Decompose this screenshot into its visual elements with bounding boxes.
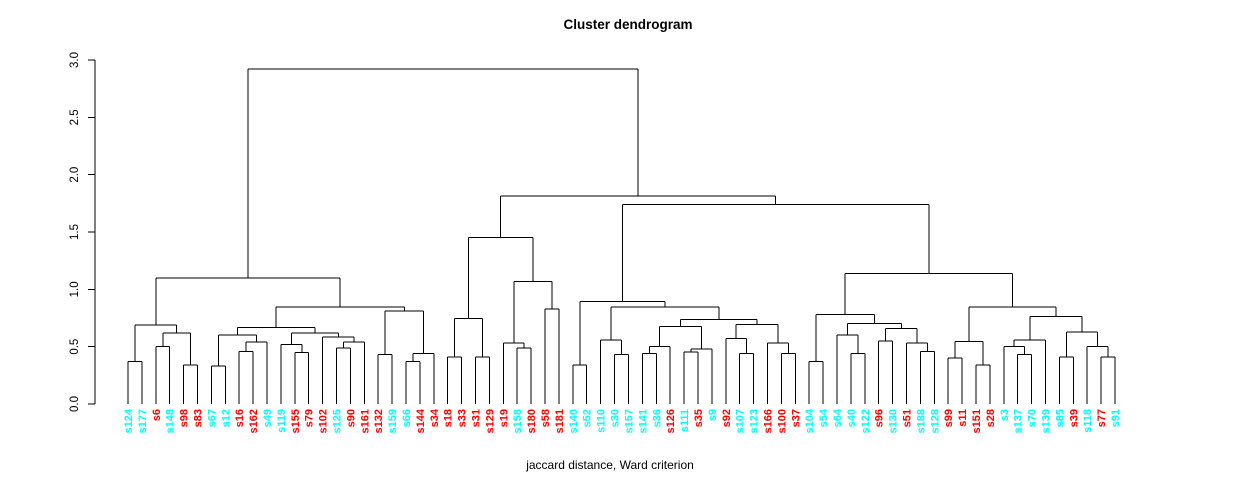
leaf-label-s130: s130: [888, 409, 900, 433]
leaf-label-s123: s123: [749, 409, 761, 433]
leaf-label-s92: s92: [721, 409, 733, 427]
leaf-label-s12: s12: [220, 409, 232, 427]
leaf-label-s158: s158: [512, 409, 524, 433]
leaf-label-s125: s125: [332, 409, 344, 433]
leaf-label-s83: s83: [193, 409, 205, 427]
leaf-labels: s124 s177 s6 s148 s98 s83 s67 s12 s16 s162 s49 s119…: [123, 408, 1122, 433]
leaf-label-s139: s139: [1040, 409, 1052, 433]
x-axis-label: jaccard distance, Ward criterion: [525, 458, 694, 472]
dendrogram-tree: [127, 68, 1116, 404]
leaf-label-s155: s155: [290, 409, 302, 433]
leaf-label-s19: s19: [498, 409, 510, 427]
leaf-label-s177: s177: [137, 409, 149, 433]
leaf-label-s110: s110: [596, 409, 608, 433]
leaf-label-s151: s151: [971, 409, 983, 433]
leaf-label-s35: s35: [693, 409, 705, 427]
leaf-label-s39: s39: [1068, 409, 1080, 427]
leaf-label-s111: s111: [679, 409, 691, 432]
leaf-label-s102: s102: [318, 409, 330, 433]
leaf-label-s6: s6: [151, 409, 163, 421]
leaf-label-s91: s91: [1110, 409, 1122, 427]
leaf-label-s129: s129: [484, 409, 496, 433]
leaf-label-s104: s104: [804, 408, 816, 433]
leaf-label-s144: s144: [415, 408, 427, 433]
leaf-label-s96: s96: [874, 409, 886, 427]
leaf-label-s140: s140: [568, 409, 580, 433]
y-tick-label-2.5: 2.5: [69, 109, 81, 125]
y-tick-label-0.5: 0.5: [69, 339, 81, 355]
leaf-label-s52: s52: [582, 409, 594, 427]
leaf-label-s77: s77: [1096, 409, 1108, 427]
leaf-label-s159: s159: [387, 409, 399, 433]
leaf-label-s124: s124: [123, 408, 135, 433]
leaf-label-s64: s64: [832, 408, 844, 427]
leaf-label-s188: s188: [915, 409, 927, 433]
leaf-label-s79: s79: [304, 409, 316, 427]
leaf-label-s126: s126: [665, 409, 677, 433]
leaf-label-s118: s118: [1082, 409, 1094, 433]
leaf-label-s36: s36: [651, 409, 663, 427]
leaf-label-s11: s11: [957, 409, 969, 427]
leaf-label-s28: s28: [985, 409, 997, 427]
leaf-label-s58: s58: [540, 409, 552, 427]
leaf-label-s34: s34: [429, 408, 441, 427]
leaf-label-s137: s137: [1013, 409, 1025, 433]
leaf-label-s162: s162: [248, 409, 260, 433]
leaf-label-s99: s99: [943, 409, 955, 427]
leaf-label-s166: s166: [762, 409, 774, 433]
leaf-label-s51: s51: [901, 409, 913, 427]
leaf-label-s66: s66: [401, 409, 413, 427]
leaf-label-s161: s161: [359, 409, 371, 433]
leaf-label-s33: s33: [457, 409, 469, 427]
leaf-label-s119: s119: [276, 409, 288, 433]
leaf-label-s100: s100: [776, 409, 788, 433]
leaf-label-s148: s148: [165, 409, 177, 433]
leaf-label-s31: s31: [471, 409, 483, 427]
leaf-label-s9: s9: [707, 409, 719, 421]
leaf-label-s98: s98: [179, 409, 191, 427]
leaf-label-s37: s37: [790, 409, 802, 427]
y-axis: 0.0 0.5 1.0 1.5 2.0 2.5 3.0: [69, 52, 96, 412]
leaf-label-s54: s54: [818, 408, 830, 427]
leaf-label-s107: s107: [735, 409, 747, 433]
leaf-label-s67: s67: [206, 409, 218, 427]
y-tick-label-0.0: 0.0: [69, 396, 81, 412]
leaf-label-s141: s141: [637, 409, 649, 433]
leaf-label-s40: s40: [846, 409, 858, 427]
y-tick-label-1.0: 1.0: [69, 281, 81, 297]
leaf-label-s30: s30: [610, 409, 622, 427]
leaf-label-s70: s70: [1027, 409, 1039, 427]
y-tick-label-2.0: 2.0: [69, 167, 81, 183]
chart-title: Cluster dendrogram: [563, 17, 692, 32]
leaf-label-s16: s16: [234, 409, 246, 427]
leaf-label-s180: s180: [526, 409, 538, 433]
leaf-label-s128: s128: [929, 409, 941, 433]
leaf-label-s3: s3: [999, 409, 1011, 421]
leaf-label-s181: s181: [554, 409, 566, 433]
leaf-label-s85: s85: [1054, 409, 1066, 427]
leaf-label-s157: s157: [623, 409, 635, 433]
leaf-label-s90: s90: [345, 409, 357, 427]
leaf-label-s49: s49: [262, 409, 274, 427]
leaf-label-s122: s122: [860, 409, 872, 433]
y-tick-label-3.0: 3.0: [69, 52, 81, 68]
leaf-label-s18: s18: [443, 409, 455, 427]
leaf-label-s132: s132: [373, 409, 385, 433]
y-tick-label-1.5: 1.5: [69, 224, 81, 240]
